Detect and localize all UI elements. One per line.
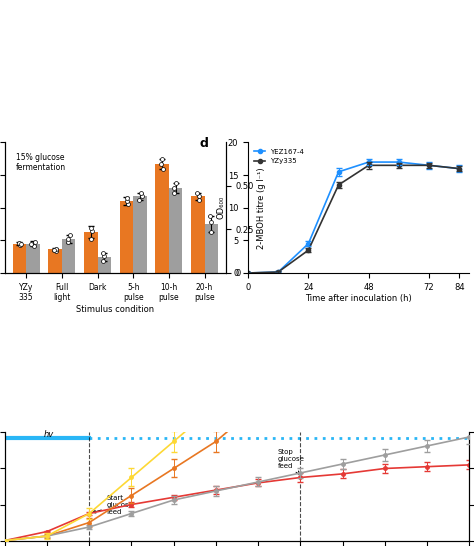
Point xyxy=(99,249,107,258)
Point xyxy=(87,234,95,243)
YEZ167-4 xyxy=(366,159,372,165)
Point xyxy=(173,179,180,188)
Point xyxy=(157,159,165,168)
Bar xyxy=(205,224,218,273)
Line: YZy335: YZy335 xyxy=(246,163,461,275)
Point xyxy=(50,245,57,254)
X-axis label: Stimulus condition: Stimulus condition xyxy=(76,305,155,314)
YZy335 xyxy=(366,162,372,169)
Point xyxy=(136,195,143,204)
Point xyxy=(52,244,60,253)
YEZ167-4 xyxy=(426,162,432,169)
Bar xyxy=(155,164,169,273)
Point xyxy=(159,164,167,173)
Point xyxy=(123,197,131,206)
YEZ167-4 xyxy=(456,165,462,172)
Point xyxy=(31,238,38,246)
Bar xyxy=(62,239,75,273)
Legend: YEZ167-4, YZy335: YEZ167-4, YZy335 xyxy=(252,146,307,167)
Point xyxy=(17,240,25,248)
Y-axis label: 2-MBOH titre (g l⁻¹): 2-MBOH titre (g l⁻¹) xyxy=(257,167,266,248)
Bar xyxy=(13,244,26,273)
Bar xyxy=(26,244,40,273)
Point xyxy=(207,228,215,236)
YEZ167-4 xyxy=(396,159,402,165)
Bar xyxy=(48,249,62,273)
Point xyxy=(64,234,72,243)
Point xyxy=(170,189,178,198)
YEZ167-4 xyxy=(306,240,311,247)
Bar xyxy=(133,197,147,273)
X-axis label: Time after inoculation (h): Time after inoculation (h) xyxy=(305,294,412,304)
Point xyxy=(87,224,94,233)
Bar xyxy=(84,232,98,273)
Text: 15% glucose
fermentation: 15% glucose fermentation xyxy=(16,153,66,173)
Line: YEZ167-4: YEZ167-4 xyxy=(246,160,461,275)
YZy335 xyxy=(306,247,311,253)
YEZ167-4 xyxy=(245,270,251,276)
Bar xyxy=(119,201,133,273)
Point xyxy=(100,256,107,265)
YEZ167-4 xyxy=(336,169,341,175)
Bar xyxy=(191,197,205,273)
Point xyxy=(208,218,215,227)
Point xyxy=(124,200,131,209)
Point xyxy=(193,189,201,198)
Text: Start
glucose
feed: Start glucose feed xyxy=(93,495,134,514)
Point xyxy=(100,252,108,260)
Point xyxy=(158,155,166,163)
YZy335 xyxy=(336,182,341,188)
Point xyxy=(195,195,202,204)
Point xyxy=(30,241,37,250)
Point xyxy=(15,239,23,247)
YZy335 xyxy=(426,162,432,169)
Point xyxy=(171,184,178,193)
Point xyxy=(17,241,24,250)
Bar xyxy=(98,257,111,273)
Bar xyxy=(169,188,182,273)
Text: Stop
glucose
feed: Stop glucose feed xyxy=(277,449,304,474)
Point xyxy=(88,226,96,235)
Point xyxy=(124,194,131,203)
Text: d: d xyxy=(200,137,208,150)
YZy335 xyxy=(245,270,251,276)
Text: hv: hv xyxy=(44,430,54,439)
Point xyxy=(27,239,35,248)
Point xyxy=(52,246,60,255)
Y-axis label: OD₆₀₀: OD₆₀₀ xyxy=(216,196,225,219)
YZy335 xyxy=(456,165,462,172)
YZy335 xyxy=(396,162,402,169)
Point xyxy=(196,192,203,201)
Point xyxy=(137,189,145,198)
YZy335 xyxy=(275,269,281,275)
YEZ167-4 xyxy=(275,269,281,275)
Point xyxy=(206,211,214,220)
Point xyxy=(64,238,72,246)
Point xyxy=(66,231,74,240)
Point xyxy=(138,192,146,201)
